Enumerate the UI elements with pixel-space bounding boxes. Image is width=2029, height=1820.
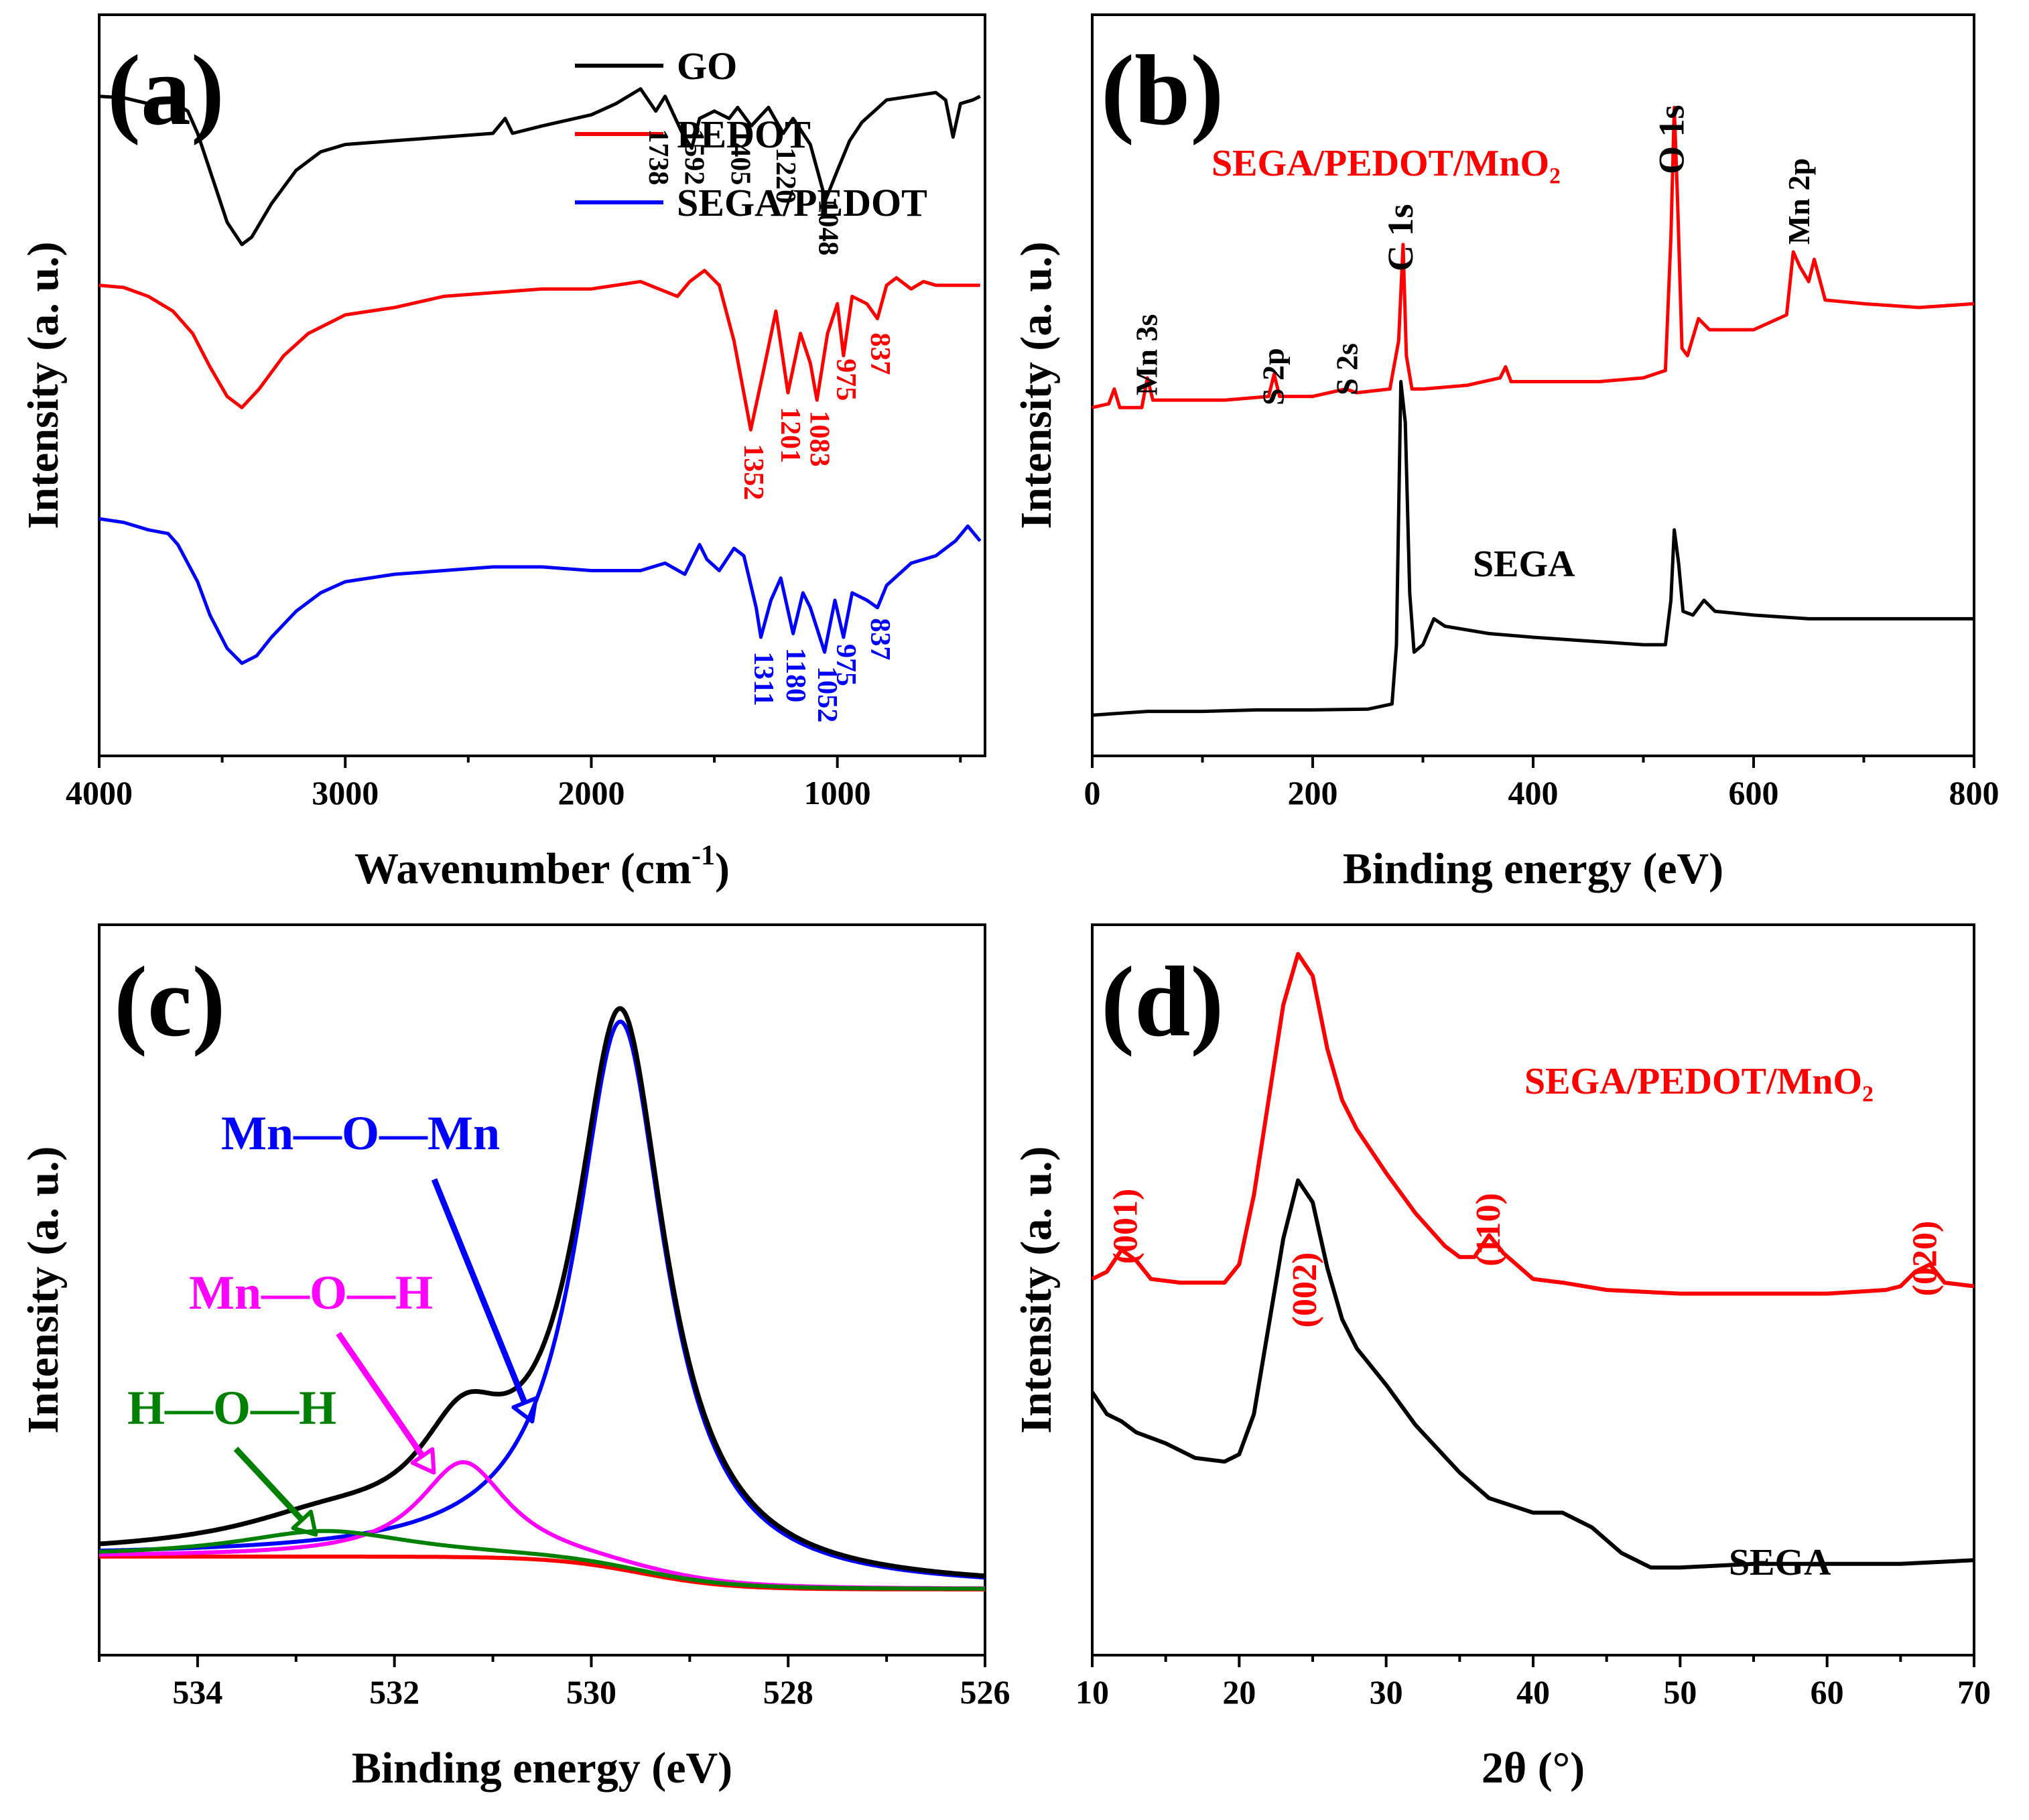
peak-label: 837	[864, 333, 895, 375]
legend-label: PEDOT	[677, 113, 811, 156]
panel-a: 4000 3000 2000 1000 (a) Intensity (a. u.) GO PE…	[19, 13, 986, 893]
x-tick-label: 3000	[312, 774, 379, 811]
series-line-pedot	[99, 269, 980, 432]
peak-label: 1220	[770, 147, 801, 204]
component-label: Mn—O—Mn	[221, 1106, 500, 1160]
x-axis-label-sup: -1	[692, 840, 715, 871]
x-tick-label: 30	[1370, 1673, 1403, 1711]
peak-label: 975	[830, 644, 861, 686]
x-axis-label-main: Wavenumber (cm	[354, 844, 692, 893]
x-tick-label: 1000	[804, 774, 871, 811]
y-axis-label: Intensity (a. u.)	[1012, 241, 1061, 529]
legend-label: SEGA/PEDOT	[677, 181, 927, 224]
panel-b: 0 200 400 600 800 (b) Intensity (a. u.) SEGA/PE…	[1012, 13, 2000, 893]
x-tick-label: 400	[1508, 774, 1559, 811]
x-tick-label: 200	[1288, 774, 1338, 811]
x-tick-label: 532	[369, 1673, 419, 1711]
plot-frame	[98, 13, 986, 757]
x-tick-label: 2000	[558, 774, 625, 811]
x-tick-label: 40	[1516, 1673, 1550, 1711]
series-label: SEGA/PEDOT/MnO₂	[1212, 143, 1561, 184]
panel-label: (b)	[1101, 35, 1224, 146]
peak-label: Mn 3s	[1129, 314, 1163, 395]
y-axis-label: Intensity (a. u.)	[1012, 1146, 1061, 1433]
callout-arrow-head	[410, 1447, 436, 1475]
x-tick-label: 526	[960, 1673, 1010, 1711]
series-line-sega-pedot	[99, 517, 982, 665]
miller-index-label: (020)	[1906, 1221, 1945, 1297]
panel-d: 10 20 30 40 50 60 70 (d) Intensity (a. u.) SEGA/P…	[1012, 923, 1991, 1793]
peak-label: 1352	[738, 444, 769, 500]
callout-arrow-head	[291, 1509, 318, 1537]
peak-label: 1405	[724, 129, 755, 185]
peak-label: 1738	[643, 129, 673, 185]
curve-envelope	[99, 1006, 986, 1579]
series-line-sega	[1092, 380, 1974, 717]
x-tick-label: 534	[172, 1673, 222, 1711]
series-line-sega-pedot-mno2	[1091, 952, 1975, 1296]
series-line-go	[99, 87, 981, 247]
x-tick-label: 4000	[66, 774, 133, 811]
peak-label: 1048	[812, 199, 843, 255]
miller-index-label: (110)	[1469, 1193, 1508, 1266]
miller-index-label: (001)	[1106, 1189, 1144, 1264]
curve-mn-o-mn	[99, 1019, 986, 1580]
peak-label: C 1s	[1380, 204, 1421, 271]
peak-label: 1311	[748, 651, 779, 706]
panel-label: (d)	[1101, 946, 1224, 1057]
panel-c: 534 532 530 528 526 (c) Intensity (a. u.) Mn—O—…	[19, 923, 1010, 1793]
x-tick-label: 60	[1811, 1673, 1844, 1711]
callout-arrow-line	[336, 1331, 426, 1458]
callout-arrow-head	[511, 1396, 538, 1424]
component-label: Mn—O—H	[189, 1266, 433, 1319]
peak-label: 837	[864, 618, 895, 660]
series-label: SEGA	[1729, 1542, 1831, 1583]
panel-label: (c)	[114, 946, 225, 1057]
x-axis-label: Wavenumber (cm-1)	[354, 840, 730, 893]
curve-h-o-h	[99, 1529, 986, 1591]
x-tick-label: 70	[1957, 1673, 1991, 1711]
peak-label: 1083	[804, 411, 835, 467]
peak-label: O 1s	[1652, 105, 1692, 174]
peak-label: 1592	[679, 129, 710, 185]
callout-arrow-line	[431, 1178, 528, 1405]
legend-label: GO	[677, 44, 737, 88]
x-tick-label: 800	[1949, 774, 2000, 811]
series-line-sega	[1090, 1178, 1975, 1570]
series-label: SEGA/PEDOT/MnO₂	[1524, 1061, 1874, 1102]
component-label: H—O—H	[127, 1381, 336, 1435]
x-tick-label: 528	[763, 1673, 813, 1711]
plot-frame	[98, 923, 986, 1656]
panel-label: (a)	[107, 35, 224, 146]
peak-label: 975	[830, 359, 861, 401]
callout-arrow-line	[233, 1446, 305, 1522]
peak-label: S 2p	[1256, 348, 1290, 405]
x-tick-label: 50	[1663, 1673, 1697, 1711]
series-line-sega-pedot-mno2	[1092, 105, 1975, 409]
x-axis-label: 2θ (°)	[1482, 1744, 1585, 1793]
peak-label: 1052	[811, 666, 842, 722]
x-axis-label: Binding energy (eV)	[352, 1744, 732, 1793]
peak-label: 1180	[780, 648, 811, 703]
y-axis-label: Intensity (a. u.)	[19, 241, 68, 529]
x-tick-label: 10	[1075, 1673, 1109, 1711]
x-tick-label: 20	[1222, 1673, 1256, 1711]
x-tick-label: 0	[1084, 774, 1101, 811]
peak-label: Mn 2p	[1782, 158, 1816, 245]
series-label: SEGA	[1473, 543, 1575, 585]
y-axis-label: Intensity (a. u.)	[19, 1146, 68, 1433]
peak-label: S 2s	[1330, 343, 1364, 395]
x-axis-label-tail: )	[715, 844, 730, 893]
x-tick-label: 600	[1729, 774, 1779, 811]
x-tick-label: 530	[566, 1673, 616, 1711]
peak-label: 1201	[775, 407, 805, 463]
miller-index-label: (002)	[1286, 1252, 1324, 1328]
x-axis-label: Binding energy (eV)	[1343, 844, 1723, 893]
